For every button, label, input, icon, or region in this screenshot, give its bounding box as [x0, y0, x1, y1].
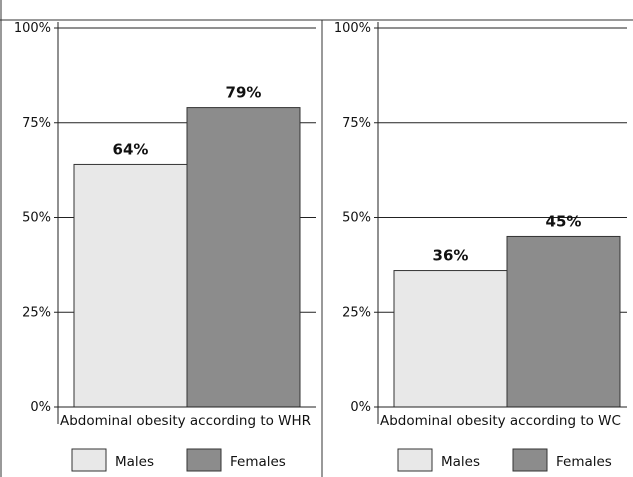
y-tick-label: 50%	[342, 211, 371, 226]
y-tick-label: 25%	[22, 305, 51, 320]
legend-label: Males	[441, 454, 480, 470]
x-category-label: Abdominal obesity according to WC	[380, 413, 621, 429]
legend-swatch-males	[397, 448, 433, 472]
data-label: 79%	[226, 84, 262, 102]
y-tick-label: 0%	[350, 400, 371, 415]
data-label: 45%	[546, 212, 582, 230]
y-tick-label: 100%	[334, 21, 371, 36]
legend-swatch-males	[71, 448, 107, 472]
legend-swatch-females	[512, 448, 548, 472]
bar-females	[506, 235, 621, 408]
x-category-label: Abdominal obesity according to WHR	[60, 413, 311, 429]
legend-swatch-females	[186, 448, 222, 472]
legend-label: Females	[230, 454, 286, 470]
data-label: 36%	[433, 247, 469, 265]
wc-chart: 0% 25% 50% 75% 100% 36% 45% Abdominal obesity a…	[334, 21, 627, 472]
bar-males	[393, 270, 508, 408]
y-tick-label: 100%	[14, 21, 51, 36]
bar-females	[186, 107, 301, 408]
y-tick-label: 75%	[342, 116, 371, 131]
bar-males	[73, 163, 188, 408]
y-tick-label: 50%	[22, 211, 51, 226]
data-label: 64%	[113, 140, 149, 158]
legend-label: Males	[115, 454, 154, 470]
y-tick-label: 25%	[342, 305, 371, 320]
legend-label: Females	[556, 454, 612, 470]
whr-chart: 0% 25% 50% 75% 100% 64% 79% Abdominal obesity a…	[14, 21, 316, 472]
y-tick-label: 75%	[22, 116, 51, 131]
y-tick-label: 0%	[30, 400, 51, 415]
